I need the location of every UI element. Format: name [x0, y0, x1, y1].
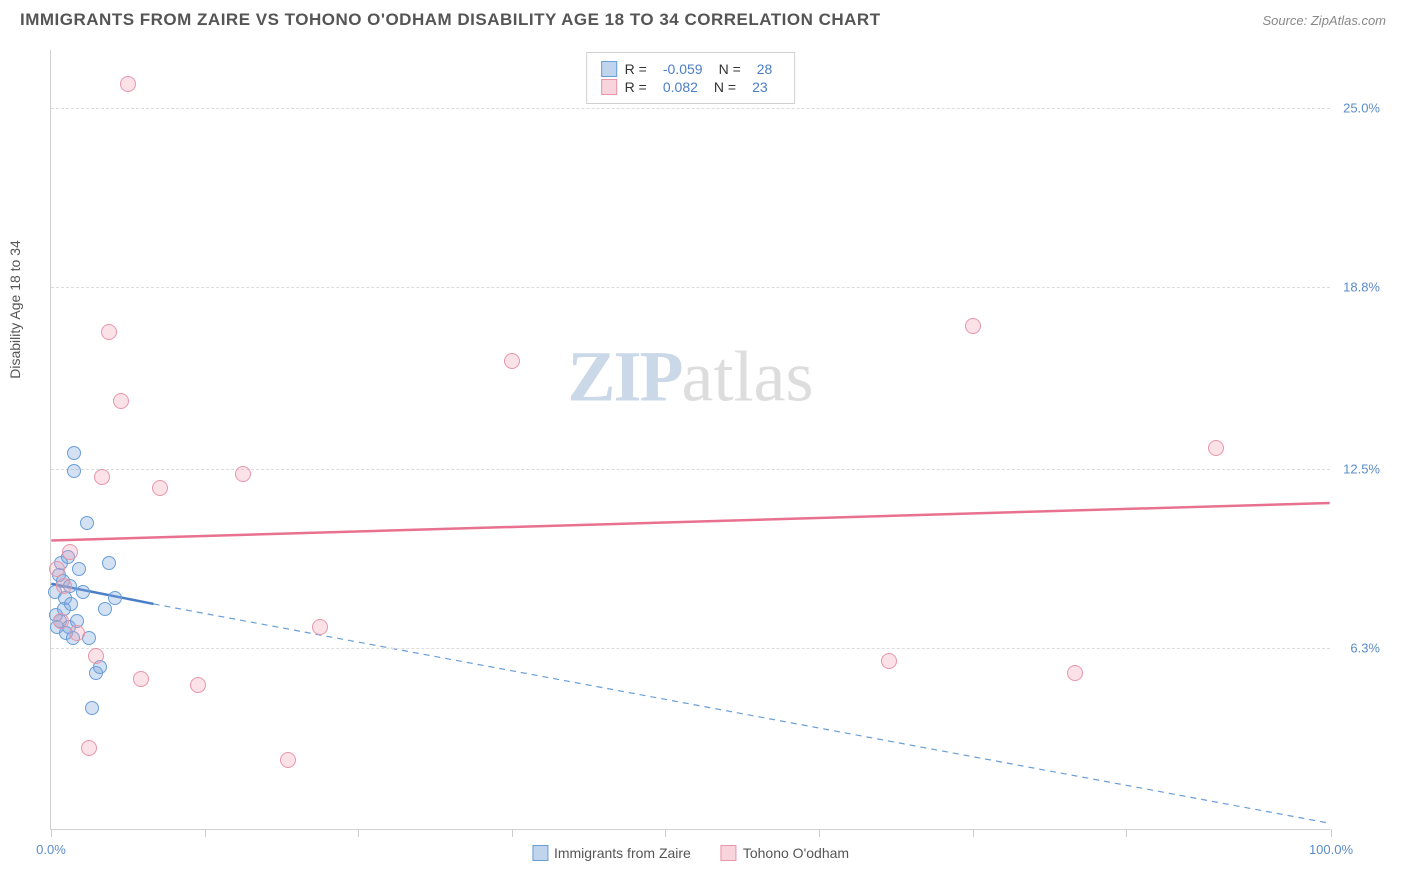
data-point: [81, 740, 97, 756]
data-point: [965, 318, 981, 334]
legend-r-value: 0.082: [655, 79, 706, 95]
gridline-h: [51, 108, 1330, 109]
data-point: [69, 625, 85, 641]
watermark-zip: ZIP: [568, 337, 682, 417]
x-tick: [358, 829, 359, 837]
x-tick: [1126, 829, 1127, 837]
data-point: [56, 578, 72, 594]
data-point: [49, 561, 65, 577]
x-tick: [51, 829, 52, 837]
data-point: [80, 516, 94, 530]
legend-n-value: 23: [744, 79, 776, 95]
data-point: [1067, 665, 1083, 681]
y-tick-label: 25.0%: [1332, 100, 1380, 115]
y-axis-label: Disability Age 18 to 34: [7, 240, 23, 379]
data-point: [101, 324, 117, 340]
data-point: [1208, 440, 1224, 456]
legend-series-label: Immigrants from Zaire: [554, 845, 691, 861]
y-tick-label: 12.5%: [1332, 461, 1380, 476]
data-point: [102, 556, 116, 570]
data-point: [85, 701, 99, 715]
legend-r-label: R =: [625, 79, 647, 95]
x-tick: [1331, 829, 1332, 837]
legend-r-label: R =: [625, 61, 647, 77]
legend-item: Tohono O'odham: [721, 845, 849, 861]
watermark-atlas: atlas: [682, 337, 814, 417]
data-point: [64, 597, 78, 611]
x-tick: [819, 829, 820, 837]
y-tick-label: 18.8%: [1332, 279, 1380, 294]
data-point: [113, 393, 129, 409]
data-point: [190, 677, 206, 693]
x-tick: [665, 829, 666, 837]
legend-swatch: [721, 845, 737, 861]
x-tick: [205, 829, 206, 837]
data-point: [72, 562, 86, 576]
data-point: [312, 619, 328, 635]
legend-n-value: 28: [749, 61, 781, 77]
data-point: [108, 591, 122, 605]
data-point: [152, 480, 168, 496]
data-point: [120, 76, 136, 92]
chart-container: Disability Age 18 to 34 ZIPatlas R = -0.…: [50, 50, 1380, 830]
legend-swatch: [532, 845, 548, 861]
legend-swatch: [601, 79, 617, 95]
data-point: [62, 544, 78, 560]
legend-swatch: [601, 61, 617, 77]
chart-title: IMMIGRANTS FROM ZAIRE VS TOHONO O'ODHAM …: [20, 10, 881, 30]
legend-n-label: N =: [714, 79, 736, 95]
legend-row: R = -0.059 N = 28: [601, 61, 781, 77]
data-point: [881, 653, 897, 669]
data-point: [504, 353, 520, 369]
trend-lines: [51, 50, 1330, 829]
watermark: ZIPatlas: [568, 336, 814, 419]
legend-row: R = 0.082 N = 23: [601, 79, 781, 95]
chart-header: IMMIGRANTS FROM ZAIRE VS TOHONO O'ODHAM …: [0, 0, 1406, 35]
data-point: [280, 752, 296, 768]
data-point: [98, 602, 112, 616]
data-point: [94, 469, 110, 485]
x-tick-label: 0.0%: [36, 842, 66, 857]
data-point: [67, 464, 81, 478]
x-tick: [973, 829, 974, 837]
data-point: [76, 585, 90, 599]
legend-n-label: N =: [719, 61, 741, 77]
x-tick: [512, 829, 513, 837]
gridline-h: [51, 287, 1330, 288]
plot-area: ZIPatlas R = -0.059 N = 28 R = 0.082 N =…: [50, 50, 1330, 830]
legend-series-label: Tohono O'odham: [743, 845, 849, 861]
data-point: [88, 648, 104, 664]
legend-r-value: -0.059: [655, 61, 711, 77]
data-point: [235, 466, 251, 482]
legend-item: Immigrants from Zaire: [532, 845, 691, 861]
source-label: Source: ZipAtlas.com: [1262, 13, 1386, 28]
y-tick-label: 6.3%: [1332, 641, 1380, 656]
data-point: [133, 671, 149, 687]
series-legend: Immigrants from Zaire Tohono O'odham: [532, 845, 849, 861]
x-tick-label: 100.0%: [1309, 842, 1353, 857]
data-point: [53, 613, 69, 629]
gridline-h: [51, 648, 1330, 649]
correlation-legend: R = -0.059 N = 28 R = 0.082 N = 23: [586, 52, 796, 104]
data-point: [67, 446, 81, 460]
